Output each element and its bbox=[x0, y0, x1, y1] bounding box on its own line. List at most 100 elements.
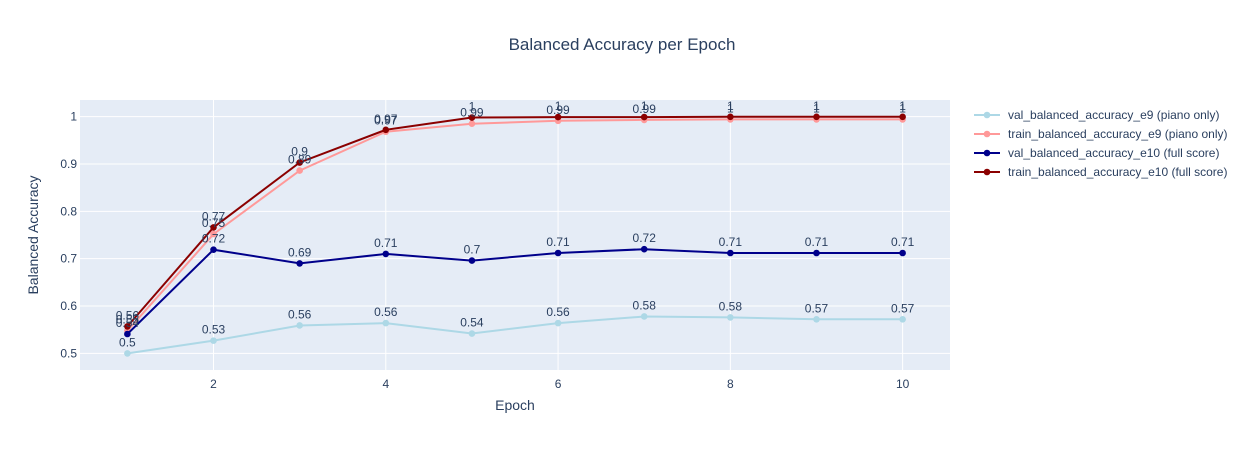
data-label: 0.57 bbox=[805, 301, 829, 315]
data-point[interactable] bbox=[468, 114, 476, 121]
legend-item[interactable]: train_balanced_accuracy_e10 (full score) bbox=[974, 165, 1227, 179]
data-label: 1 bbox=[727, 99, 734, 113]
legend-label: train_balanced_accuracy_e10 (full score) bbox=[1008, 165, 1227, 179]
legend-item[interactable]: val_balanced_accuracy_e9 (piano only) bbox=[974, 108, 1219, 122]
data-point[interactable] bbox=[640, 245, 648, 253]
data-label: 0.5 bbox=[119, 335, 136, 349]
series-layer bbox=[124, 113, 906, 357]
legend: val_balanced_accuracy_e9 (piano only) tra… bbox=[974, 108, 1227, 179]
data-point[interactable] bbox=[899, 316, 906, 323]
y-tick-label: 0.7 bbox=[60, 252, 77, 266]
data-point[interactable] bbox=[899, 113, 906, 121]
data-point[interactable] bbox=[640, 313, 648, 320]
data-label: 0.75 bbox=[202, 216, 226, 230]
data-point[interactable] bbox=[296, 159, 303, 166]
data-point[interactable] bbox=[468, 330, 476, 337]
data-point[interactable] bbox=[727, 113, 734, 121]
legend-label: val_balanced_accuracy_e9 (piano only) bbox=[1008, 108, 1219, 122]
data-point[interactable] bbox=[899, 249, 906, 257]
data-label: 0.99 bbox=[460, 106, 484, 120]
y-axis-title: Balanced Accuracy bbox=[25, 175, 41, 294]
data-point[interactable] bbox=[124, 330, 131, 338]
legend-label: train_balanced_accuracy_e9 (piano only) bbox=[1008, 127, 1227, 141]
data-point[interactable] bbox=[554, 319, 562, 327]
data-point[interactable] bbox=[813, 316, 820, 323]
data-label: 1 bbox=[899, 99, 906, 113]
data-label: 0.53 bbox=[202, 323, 226, 337]
data-label: 0.89 bbox=[288, 153, 312, 167]
data-label: 0.71 bbox=[891, 235, 915, 249]
data-label: 0.72 bbox=[633, 231, 657, 245]
data-point[interactable] bbox=[727, 249, 734, 257]
data-label: 0.97 bbox=[374, 114, 398, 128]
data-label: 0.99 bbox=[546, 103, 570, 117]
data-label: 0.72 bbox=[202, 232, 226, 246]
series-line bbox=[127, 315, 903, 355]
x-tick-label: 6 bbox=[555, 377, 562, 391]
data-label: 0.71 bbox=[374, 236, 398, 250]
y-tick-label: 0.5 bbox=[60, 346, 77, 360]
data-label: 1 bbox=[899, 101, 906, 115]
chart-title: Balanced Accuracy per Epoch bbox=[509, 35, 736, 54]
data-point[interactable] bbox=[210, 337, 217, 344]
legend-item[interactable]: train_balanced_accuracy_e9 (piano only) bbox=[974, 127, 1227, 141]
data-point[interactable] bbox=[813, 249, 820, 257]
data-label: 0.56 bbox=[546, 305, 570, 319]
data-point[interactable] bbox=[468, 120, 476, 127]
ticks: 0.5 0.6 0.7 0.8 0.9 1 2 4 6 8 10 bbox=[60, 110, 909, 391]
legend-item[interactable]: val_balanced_accuracy_e10 (full score) bbox=[974, 146, 1219, 160]
data-label: 0.57 bbox=[891, 301, 915, 315]
data-point[interactable] bbox=[124, 323, 131, 330]
data-label: 0.56 bbox=[288, 307, 312, 321]
data-label: 0.58 bbox=[719, 299, 743, 313]
x-axis-title: Epoch bbox=[495, 397, 535, 413]
data-label: 0.58 bbox=[633, 298, 657, 312]
data-label: 0.71 bbox=[546, 235, 570, 249]
data-label: 0.97 bbox=[374, 112, 398, 126]
series-4 bbox=[124, 113, 906, 330]
data-point[interactable] bbox=[813, 113, 820, 121]
data-point[interactable] bbox=[296, 322, 303, 329]
data-label: 0.69 bbox=[288, 245, 312, 259]
x-tick-label: 2 bbox=[210, 377, 217, 391]
data-label: 0.71 bbox=[719, 235, 743, 249]
legend-swatch-marker bbox=[983, 149, 991, 157]
y-tick-label: 0.8 bbox=[60, 204, 77, 218]
data-labels: 0.50.530.56 0.560.540.56 0.58 0.58 0.57 0.570… bbox=[116, 99, 915, 350]
data-label: 0.56 bbox=[116, 308, 140, 322]
data-point[interactable] bbox=[210, 246, 217, 253]
data-point[interactable] bbox=[210, 230, 217, 238]
data-label: 1 bbox=[555, 99, 562, 113]
series-3 bbox=[124, 245, 906, 338]
data-label: 1 bbox=[469, 100, 476, 114]
data-label: 1 bbox=[727, 101, 734, 115]
data-point[interactable] bbox=[640, 113, 648, 121]
data-point[interactable] bbox=[554, 113, 562, 121]
data-point[interactable] bbox=[382, 126, 390, 134]
plot-background bbox=[80, 100, 950, 370]
x-tick-label: 4 bbox=[382, 377, 389, 391]
data-label: 0.7 bbox=[464, 243, 481, 257]
data-label: 0.77 bbox=[202, 209, 226, 223]
data-point[interactable] bbox=[210, 224, 217, 231]
data-point[interactable] bbox=[296, 260, 303, 267]
x-tick-label: 10 bbox=[896, 377, 910, 391]
series-line bbox=[126, 118, 903, 332]
series-line bbox=[126, 248, 903, 335]
legend-label: val_balanced_accuracy_e10 (full score) bbox=[1008, 146, 1219, 160]
data-label: 1 bbox=[641, 99, 648, 113]
legend-swatch-marker bbox=[983, 168, 991, 176]
data-point[interactable] bbox=[124, 350, 131, 357]
data-point[interactable] bbox=[382, 250, 390, 258]
data-label: 0.55 bbox=[116, 313, 140, 327]
data-label: 0.71 bbox=[805, 235, 829, 249]
data-point[interactable] bbox=[554, 249, 562, 257]
data-point[interactable] bbox=[727, 314, 734, 321]
x-tick-label: 8 bbox=[727, 377, 734, 391]
series-1 bbox=[124, 313, 906, 357]
data-point[interactable] bbox=[296, 167, 303, 174]
data-point[interactable] bbox=[382, 319, 390, 327]
data-label: 0.9 bbox=[291, 145, 308, 159]
data-point[interactable] bbox=[468, 257, 476, 264]
legend-swatch-marker bbox=[983, 130, 991, 138]
